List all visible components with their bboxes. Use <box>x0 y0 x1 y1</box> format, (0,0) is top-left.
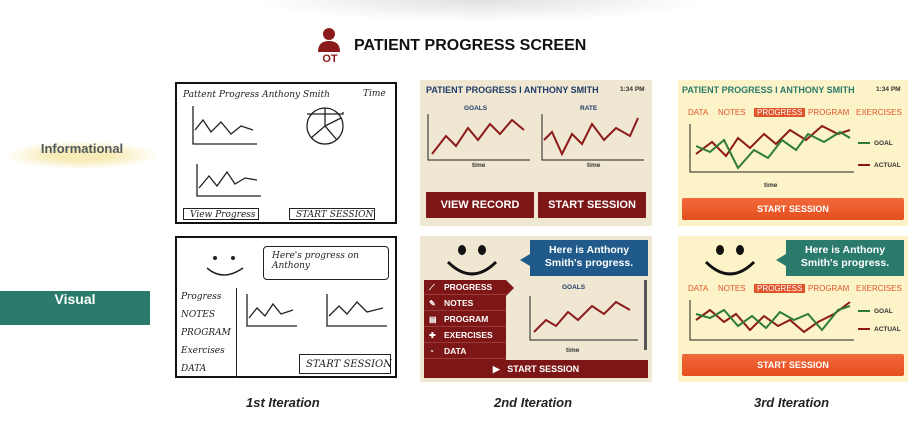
top-glow <box>250 0 710 22</box>
sketch-menu: Progress NOTES PROGRAM Exercises DATA <box>177 288 237 378</box>
tab-program[interactable]: PROGRAM <box>808 108 850 117</box>
axis-label: time <box>472 162 486 169</box>
axis-label: time <box>587 162 601 169</box>
axis-label: time <box>764 182 778 189</box>
play-icon: ▶ <box>492 364 500 374</box>
row-label-visual: Visual <box>0 291 150 325</box>
axis-label: time <box>566 347 580 354</box>
view-record-button[interactable]: VIEW RECORD <box>426 192 534 218</box>
sketch-smiley-icon <box>206 256 244 276</box>
line-chart-goal-actual <box>689 300 870 341</box>
row-label-informational: Informational <box>6 141 158 169</box>
legend-actual: ACTUAL <box>874 326 901 333</box>
sketch-charts <box>192 106 344 197</box>
sketch-menu-item: Exercises <box>181 346 225 356</box>
sketch-visual-charts <box>246 294 387 327</box>
exercise-icon: ✚ <box>429 331 436 340</box>
header-time: 1:34 PM <box>876 86 901 93</box>
line-chart-goals <box>427 114 644 161</box>
smiley-icon <box>446 245 498 276</box>
legend-goal: GOAL <box>874 308 893 315</box>
start-session-button[interactable]: START SESSION <box>682 354 904 376</box>
tab-exercises[interactable]: EXERCISES <box>856 284 902 293</box>
pie-icon: ◔ <box>429 347 434 356</box>
mockup-3rd-informational: PATIENT PROGRESS I ANTHONY SMITH 1:34 PM… <box>678 80 908 226</box>
header-title: PATIENT PROGRESS I ANTHONY SMITH <box>682 85 855 95</box>
tab-data[interactable]: DATA <box>688 284 709 293</box>
iteration-label-2: 2nd Iteration <box>494 395 573 410</box>
person-icon <box>318 28 340 52</box>
mockup-3rd-visual: Here is Anthony Smith's progress. DATA N… <box>678 236 908 382</box>
sketch-menu-item: NOTES <box>181 310 215 320</box>
chart-label: GOALS <box>562 284 586 291</box>
ot-label: OT <box>322 53 338 65</box>
sketch-time: Time <box>363 89 386 99</box>
sketch-visual: Here's progress on Anthony Progress NOTE… <box>175 236 397 378</box>
speech-bubble: Here is Anthony Smith's progress. <box>776 240 904 276</box>
chart-label: GOALS <box>464 105 488 112</box>
tab-progress[interactable]: PROGRESS <box>754 284 806 293</box>
tab-notes[interactable]: NOTES <box>718 284 746 293</box>
smiley-icon <box>704 245 756 276</box>
start-session-button[interactable]: START SESSION <box>682 198 904 220</box>
sketch-start-session-button: START SESSION <box>299 354 392 374</box>
menu-item-progress[interactable]: ⟋ PROGRESS <box>424 280 506 295</box>
sketch-title: Pattent Progress Anthony Smith <box>183 90 330 100</box>
menu-item-notes[interactable]: ✎ NOTES <box>424 296 506 311</box>
speech-bubble: Here is Anthony Smith's progress. <box>520 240 648 276</box>
sketch-view-progress-button: View Progress <box>183 208 259 220</box>
line-chart-goals <box>529 296 638 341</box>
iteration-label-3: 3rd Iteration <box>754 395 830 410</box>
legend-goal: GOAL <box>874 140 893 147</box>
header-time: 1:34 PM <box>620 86 645 93</box>
sketch-informational: Pattent Progress Anthony Smith Time View… <box>175 82 397 224</box>
tab-data[interactable]: DATA <box>688 108 709 117</box>
legend-actual: ACTUAL <box>874 162 901 169</box>
menu-item-program[interactable]: ▤ PROGRAM <box>424 312 506 327</box>
side-menu: ⟋ PROGRESS ✎ NOTES ▤ PROGRAM ✚ EXERCISES ◔ DA… <box>424 280 506 360</box>
chart-label: RATE <box>580 105 598 112</box>
mockup-2nd-visual: Here is Anthony Smith's progress. ⟋ PROGR… <box>420 236 652 382</box>
sketch-menu-item: DATA <box>181 364 207 374</box>
trend-icon: ⟋ <box>429 283 435 292</box>
sketch-start-session-button: START SESSION <box>289 208 375 220</box>
sketch-menu-item: PROGRAM <box>181 328 231 338</box>
mockup-2nd-informational: PATIENT PROGRESS I ANTHONY SMITH 1:34 PM… <box>420 80 652 226</box>
page-title: PATIENT PROGRESS SCREEN <box>354 37 587 54</box>
start-session-button[interactable]: START SESSION <box>538 192 646 218</box>
menu-item-exercises[interactable]: ✚ EXERCISES <box>424 328 506 343</box>
sketch-menu-item: Progress <box>181 292 222 302</box>
active-tab-arrow <box>506 280 514 296</box>
sketch-speech-bubble: Here's progress on Anthony <box>263 246 389 280</box>
scrollbar[interactable] <box>644 280 647 350</box>
line-chart-goal-actual <box>689 124 870 173</box>
tab-progress[interactable]: PROGRESS <box>754 108 806 117</box>
document-icon: ▤ <box>429 315 437 324</box>
tab-exercises[interactable]: EXERCISES <box>856 108 902 117</box>
tab-program[interactable]: PROGRAM <box>808 284 850 293</box>
pencil-icon: ✎ <box>429 299 436 308</box>
header-title: PATIENT PROGRESS I ANTHONY SMITH <box>426 85 599 95</box>
start-session-button[interactable]: ▶ START SESSION <box>424 360 648 378</box>
iteration-label-1: 1st Iteration <box>246 395 320 410</box>
tab-notes[interactable]: NOTES <box>718 108 746 117</box>
menu-item-data[interactable]: ◔ DATA <box>424 344 506 359</box>
